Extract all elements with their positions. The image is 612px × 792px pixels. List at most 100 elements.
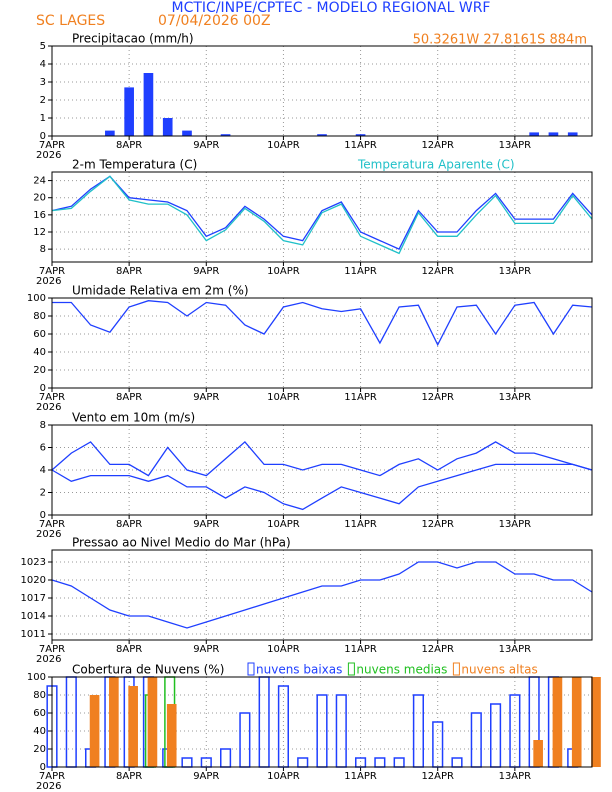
bar (181, 757, 193, 768)
x-tick-label: 10APR (267, 771, 300, 782)
bar (162, 118, 173, 136)
line (51, 175, 593, 255)
panel-title: 2-m Temperatura (C) (72, 158, 197, 172)
y-tick-label: 100 (27, 293, 46, 304)
bar (591, 677, 601, 767)
x-tick-label: 8APR (116, 771, 142, 782)
x-tick-label: 11APR (344, 771, 377, 782)
x-tick-label: 11APR (344, 644, 377, 655)
y-tick-label: 40 (33, 726, 46, 737)
bar (355, 134, 366, 136)
y-tick-label: 4 (40, 465, 46, 476)
x-tick-label: 10APR (267, 644, 300, 655)
panel-title: Vento em 10m (m/s) (72, 411, 195, 425)
x-year-label: 2026 (36, 276, 61, 287)
y-tick-label: 2 (40, 488, 46, 499)
bar (65, 676, 77, 768)
y-tick-label: 2 (40, 95, 46, 106)
x-tick-label: 12APR (421, 140, 454, 151)
x-year-label: 2026 (36, 529, 61, 540)
header-title: MCTIC/INPE/CPTEC - MODELO REGIONAL WRF (172, 0, 491, 16)
bar (316, 694, 328, 768)
line (51, 463, 593, 511)
x-tick-label: 9APR (193, 266, 219, 277)
panel-title: Umidade Relativa em 2m (%) (72, 284, 249, 298)
legend-swatch (347, 662, 355, 676)
x-tick-label: 7APR (39, 266, 65, 277)
y-tick-label: 40 (33, 347, 46, 358)
bar (258, 676, 270, 768)
bar (470, 712, 482, 768)
x-tick-label: 11APR (344, 140, 377, 151)
panel-title: Cobertura de Nuvens (%) (72, 663, 224, 677)
datetime: 07/04/2026 00Z (158, 13, 271, 29)
x-tick-label: 12APR (421, 644, 454, 655)
x-tick-label: 9APR (193, 140, 219, 151)
y-tick-label: 0 (40, 131, 46, 142)
bar (109, 677, 119, 767)
y-tick-label: 20 (33, 744, 46, 755)
y-tick-label: 1023 (21, 557, 46, 568)
y-tick-label: 0 (40, 383, 46, 394)
bar (451, 757, 463, 768)
x-tick-label: 7APR (39, 644, 65, 655)
bar (529, 132, 539, 136)
bar (128, 686, 138, 767)
bar (317, 134, 327, 136)
x-tick-label: 10APR (267, 392, 300, 403)
panel-title: Precipitacao (mm/h) (72, 32, 194, 46)
bar (297, 757, 309, 768)
x-tick-label: 8APR (116, 140, 142, 151)
bar (533, 740, 543, 767)
bar (124, 87, 134, 136)
x-year-label: 2026 (36, 402, 61, 413)
line (51, 561, 593, 629)
bar (567, 132, 578, 136)
bar (220, 748, 232, 768)
plot-frame (51, 549, 593, 641)
x-tick-label: 7APR (39, 771, 65, 782)
y-tick-label: 1011 (21, 629, 46, 640)
location: 50.3261W 27.8161S 884m (413, 33, 587, 48)
y-tick-label: 20 (33, 193, 46, 204)
y-tick-label: 6 (40, 443, 46, 454)
line (52, 300, 593, 347)
x-tick-label: 12APR (421, 771, 454, 782)
y-tick-label: 4 (40, 59, 46, 70)
y-tick-label: 1014 (21, 611, 46, 622)
bar (374, 757, 386, 768)
bar (552, 677, 563, 767)
x-tick-label: 10APR (267, 140, 300, 151)
y-tick-label: 12 (33, 227, 46, 238)
legend-label: nuvens altas (461, 663, 537, 677)
bar (220, 134, 231, 136)
y-tick-label: 3 (40, 77, 46, 88)
bar (239, 712, 251, 768)
bar (548, 132, 559, 136)
y-tick-label: 80 (33, 311, 46, 322)
plot-frame (51, 676, 593, 768)
y-tick-label: 1020 (21, 575, 46, 586)
x-tick-label: 9APR (193, 392, 219, 403)
plot-frame (51, 171, 593, 263)
x-year-label: 2026 (36, 781, 61, 792)
x-tick-label: 13APR (499, 771, 532, 782)
bar (393, 757, 405, 768)
line (51, 440, 593, 477)
x-tick-label: 7APR (39, 140, 65, 151)
x-tick-label: 13APR (499, 519, 532, 530)
bar (571, 677, 582, 767)
y-tick-label: 1 (40, 113, 46, 124)
y-tick-label: 0 (40, 762, 46, 773)
y-tick-label: 80 (33, 690, 46, 701)
legend-swatch (247, 662, 255, 676)
bar (432, 721, 444, 768)
x-tick-label: 10APR (267, 519, 300, 530)
x-tick-label: 8APR (116, 519, 142, 530)
legend-label: Temperatura Aparente (C) (357, 158, 515, 172)
x-tick-label: 10APR (267, 266, 300, 277)
plot-frame (51, 45, 593, 137)
legend-label: nuvens baixas (256, 663, 342, 677)
x-tick-label: 13APR (499, 140, 532, 151)
